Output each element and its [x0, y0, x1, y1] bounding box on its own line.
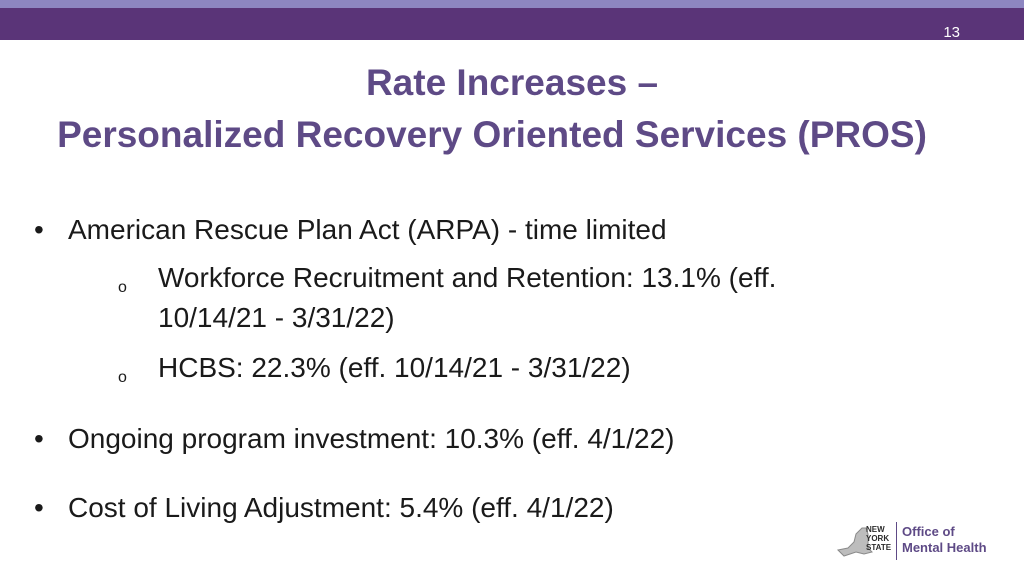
sub-bullet-text: Workforce Recruitment and Retention: 13.… — [158, 258, 878, 338]
logo-state-word: YORK — [866, 534, 890, 543]
bullet-item: • Ongoing program investment: 10.3% (eff.… — [34, 421, 674, 457]
bullet-text: Ongoing program investment: 10.3% (eff. … — [68, 423, 675, 454]
new-york-state-map-icon — [836, 527, 873, 557]
logo-divider — [896, 522, 897, 560]
logo-office-name: Office of Mental Health — [902, 524, 987, 556]
slide-number: 13 — [943, 24, 960, 41]
omh-logo: NEW YORK STATE Office of Mental Health — [834, 520, 994, 564]
bullet-item: • Cost of Living Adjustment: 5.4% (eff. 4… — [34, 490, 614, 526]
header-accent-bar — [0, 0, 1024, 8]
header-bar: 13 — [0, 8, 1024, 41]
logo-state-word: NEW — [866, 525, 885, 534]
slide-title-line1: Rate Increases – — [365, 62, 659, 103]
bullet-text: American Rescue Plan Act (ARPA) - time l… — [68, 214, 667, 245]
logo-state-word: STATE — [866, 543, 892, 552]
sub-bullet-icon: o — [118, 279, 127, 296]
bullet-icon: • — [34, 423, 44, 454]
bullet-text: Cost of Living Adjustment: 5.4% (eff. 4/… — [68, 492, 614, 523]
logo-office-line2: Mental Health — [902, 540, 987, 555]
sub-bullet-line: Workforce Recruitment and Retention: 13.… — [158, 262, 777, 293]
bullet-icon: • — [34, 492, 44, 523]
sub-bullet-line: 10/14/21 - 3/31/22) — [158, 302, 395, 333]
logo-office-line1: Office of — [902, 524, 955, 539]
bullet-icon: • — [34, 214, 44, 245]
sub-bullet-text: HCBS: 22.3% (eff. 10/14/21 - 3/31/22) — [158, 352, 631, 383]
sub-bullet-icon: o — [118, 369, 127, 386]
slide-title-line2: Personalized Recovery Oriented Services … — [57, 114, 927, 155]
bullet-item: • American Rescue Plan Act (ARPA) - time … — [34, 212, 667, 248]
